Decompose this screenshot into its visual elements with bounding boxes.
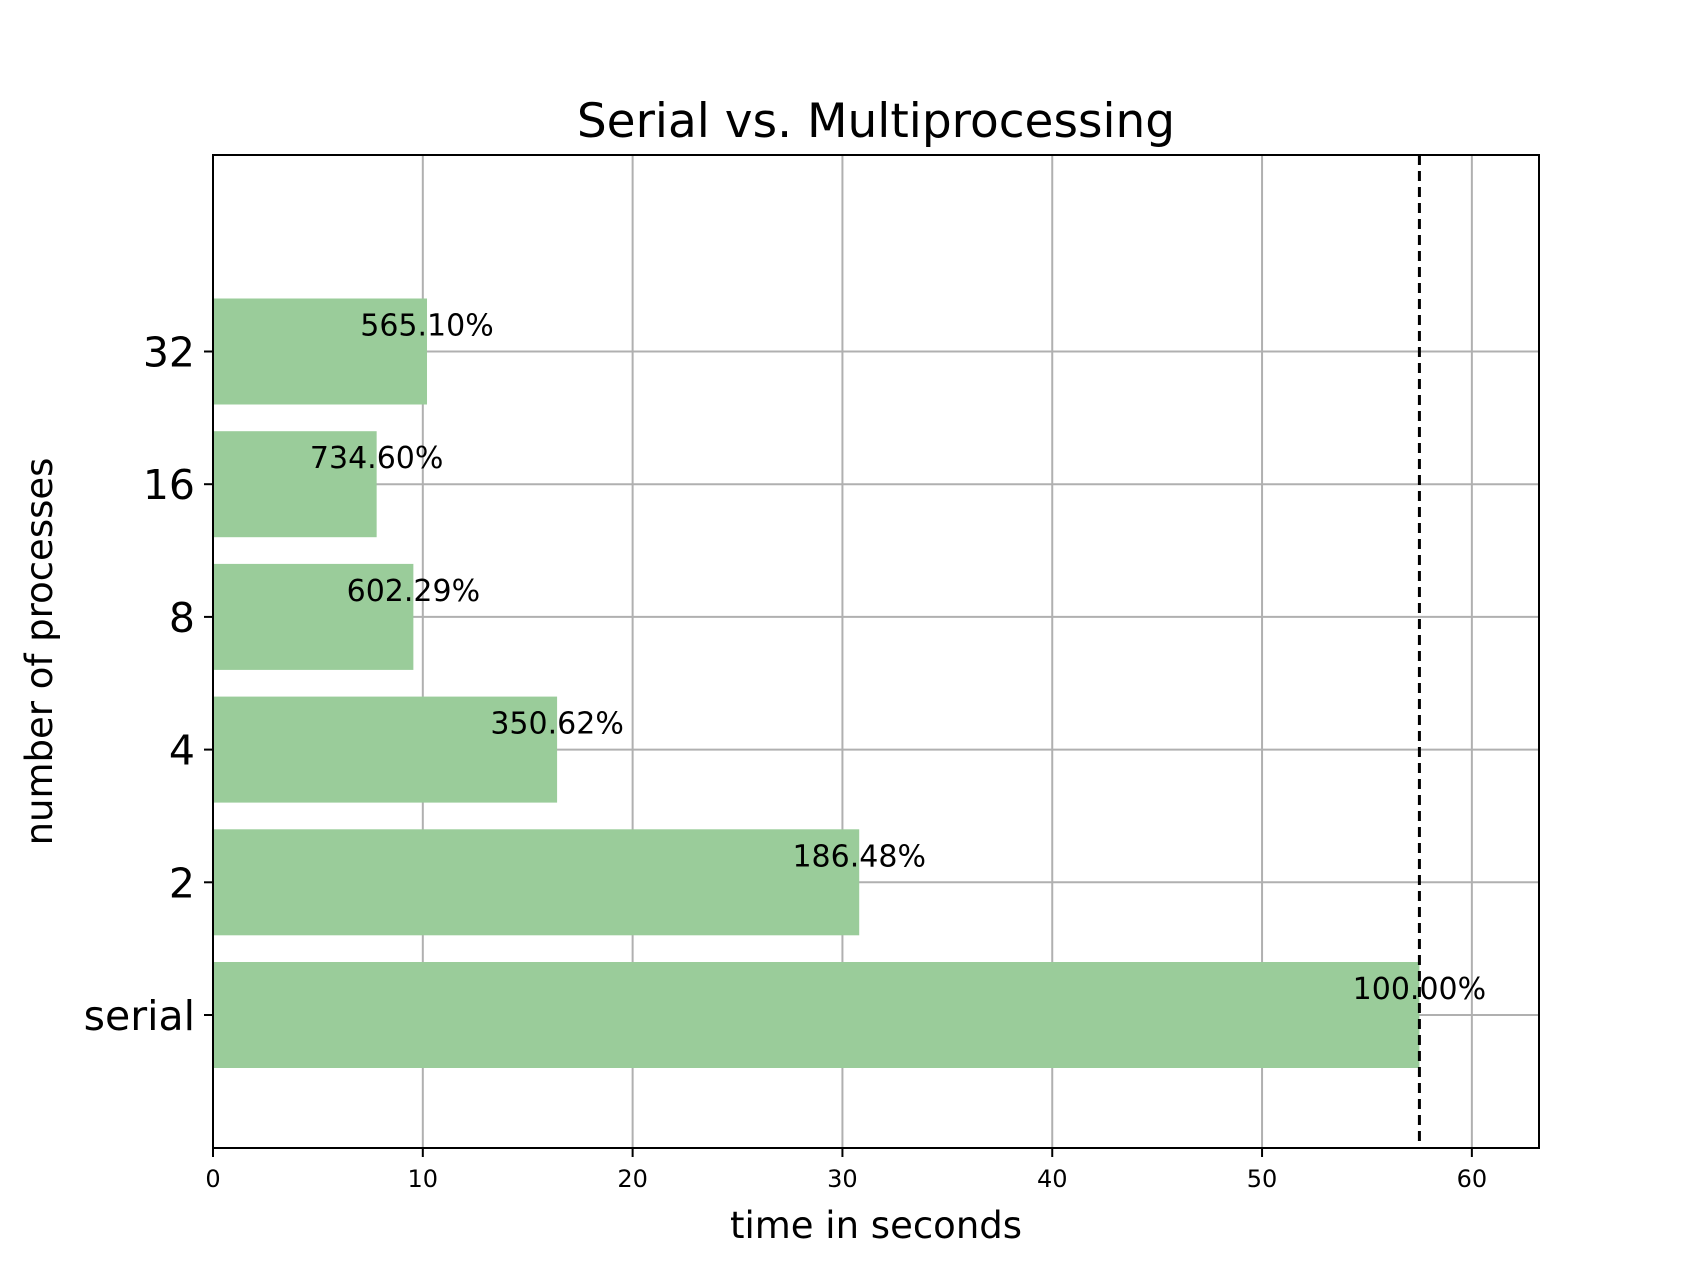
y-tick-label: 2 (169, 859, 195, 907)
x-tick-label: 30 (827, 1165, 858, 1193)
bar (213, 962, 1420, 1068)
y-axis-title: number of processes (18, 458, 61, 846)
data-label: 100.00% (1353, 972, 1486, 1007)
y-axis: serial 2 4 8 16 32 (84, 329, 213, 1040)
bar (213, 829, 860, 936)
x-tick-label: 50 (1247, 1165, 1278, 1193)
x-tick-label: 10 (408, 1165, 439, 1193)
data-labels: 100.00% 186.48% 350.62% 602.29% 734.60% 565.1… (310, 309, 1486, 1008)
x-tick-label: 40 (1037, 1165, 1068, 1193)
chart-title: Serial vs. Multiprocessing (577, 94, 1175, 149)
x-tick-label: 20 (617, 1165, 648, 1193)
data-label: 350.62% (490, 707, 623, 742)
data-label: 602.29% (347, 574, 480, 609)
y-tick-label: 32 (143, 329, 195, 377)
plot-frame (212, 154, 1540, 1149)
y-tick-label: 16 (143, 461, 195, 509)
bars (213, 298, 1420, 1068)
y-tick-label: 8 (169, 594, 195, 642)
bar (213, 298, 428, 405)
x-axis-title: time in seconds (730, 1204, 1022, 1247)
x-tick-label: 60 (1457, 1165, 1488, 1193)
y-tick-label: serial (84, 992, 195, 1040)
grid (212, 155, 1539, 1148)
data-label: 186.48% (792, 839, 925, 874)
bar (213, 563, 414, 670)
y-tick-label: 4 (169, 727, 195, 775)
x-tick-label: 0 (205, 1165, 220, 1193)
x-axis: 0 10 20 30 40 50 60 (205, 1148, 1487, 1193)
data-label: 565.10% (360, 309, 493, 344)
bar (213, 431, 377, 538)
bar (213, 696, 558, 803)
data-label: 734.60% (310, 441, 443, 476)
